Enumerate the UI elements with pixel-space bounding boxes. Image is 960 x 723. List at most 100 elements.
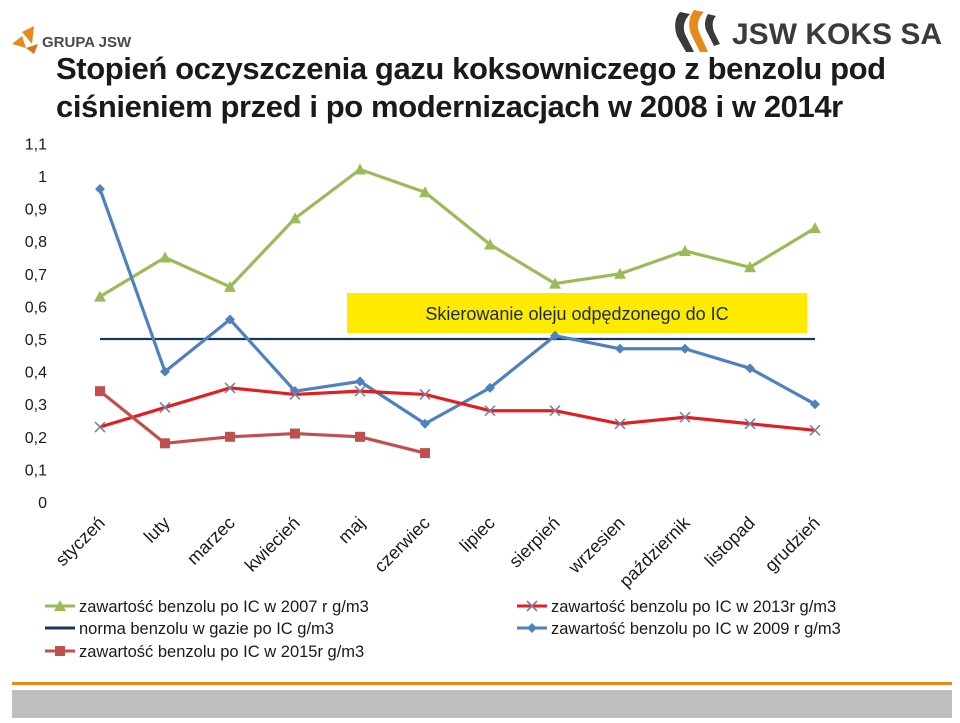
legend-marker-s2009 [527,623,537,633]
footer-accent-bar [12,682,952,685]
series-s2007 [94,163,821,302]
y-tick-label: 0,7 [25,267,47,284]
data-point-s2015 [290,428,300,439]
jsw-koks-logo-text: JSW KOKS SA [732,18,942,51]
annotation-box [347,293,807,333]
y-tick-label: 0,1 [25,462,47,479]
x-tick-label: kwiecień [241,513,304,576]
chart-title: Stopień oczyszczenia gazu koksowniczego … [56,51,886,124]
data-point-s2013 [809,424,821,436]
data-point-s2009 [225,314,235,325]
data-point-s2015 [355,431,365,442]
x-tick-label: listopad [701,513,759,571]
legend-label: zawartość benzolu po IC w 2007 r g/m3 [79,598,369,616]
legend-item-s2007: zawartość benzolu po IC w 2007 r g/m3 [45,598,369,616]
y-tick-label: 0,9 [25,202,47,219]
x-tick-label: marzec [183,513,239,569]
data-point-s2009 [160,366,170,377]
data-point-s2007 [614,267,626,279]
grupa-jsw-emblem-icon [12,26,38,54]
data-point-s2009 [745,363,755,374]
x-tick-label: czerwiec [370,513,434,577]
legend-label: zawartość benzolu po IC w 2009 r g/m3 [551,620,841,638]
x-tick-label: wrzesien [564,513,629,578]
data-point-s2009 [680,343,690,354]
legend-label: zawartość benzolu po IC w 2013r g/m3 [551,598,836,616]
data-point-s2007 [419,186,431,198]
x-tick-label: grudzień [761,513,824,576]
data-point-s2009 [420,418,430,429]
data-point-s2007 [679,244,691,256]
data-point-s2015 [225,431,235,442]
grupa-jsw-logo-text: GRUPA JSW [42,34,132,51]
legend-label: norma benzolu w gazie po IC g/m3 [79,620,334,638]
jsw-koks-emblem-icon [675,10,720,52]
data-point-s2009 [550,330,560,341]
y-tick-label: 0,8 [25,234,47,251]
legend-marker-s2015 [55,646,65,656]
x-tick-label: luty [140,513,174,547]
data-point-s2013 [679,411,691,423]
data-point-s2013 [289,388,301,400]
legend-marker-s2013 [526,600,538,612]
legend-label: zawartość benzolu po IC w 2015r g/m3 [79,643,364,661]
data-point-s2007 [224,280,236,292]
jsw-koks-logo: JSW KOKS SA [675,10,942,52]
legend-item-s2013: zawartość benzolu po IC w 2013r g/m3 [517,598,836,616]
data-point-s2013 [354,385,366,397]
data-point-s2009 [485,382,495,393]
y-tick-label: 1 [38,169,47,186]
y-tick-label: 0,4 [25,365,47,382]
data-point-s2013 [224,382,236,394]
series-s2015 [95,386,430,459]
series-layer [94,163,821,459]
annotation-text: Skierowanie oleju odpędzonego do IC [425,304,728,324]
data-point-s2007 [354,163,366,175]
y-tick-label: 0,5 [25,332,47,349]
data-point-s2007 [549,277,561,289]
annotation-callout: Skierowanie oleju odpędzonego do IC [347,293,807,333]
y-tick-label: 0,3 [25,397,47,414]
y-tick-label: 0,6 [25,299,47,316]
data-point-s2009 [810,399,820,410]
series-line-s2009 [98,188,816,426]
legend-item-s2009: zawartość benzolu po IC w 2009 r g/m3 [517,620,841,638]
y-tick-label: 0 [38,495,47,512]
data-point-s2013 [744,418,756,430]
data-point-s2013 [549,405,561,417]
series-line-s2013 [99,386,816,432]
x-tick-label: styczeń [52,513,109,570]
data-point-s2015 [160,438,170,449]
x-tick-label: październik [615,512,694,591]
y-tick-label: 1,1 [25,136,47,153]
series-s2013 [94,382,821,436]
series-line-s2015 [98,389,426,455]
y-tick-label: 0,2 [25,430,47,447]
data-point-s2015 [95,386,105,397]
data-point-s2007 [159,251,171,263]
data-point-s2009 [355,376,365,387]
x-tick-label: sierpień [505,513,564,572]
data-point-s2013 [484,405,496,417]
data-point-s2009 [615,343,625,354]
data-point-s2013 [419,388,431,400]
data-point-s2007 [809,222,821,234]
data-point-s2007 [289,212,301,224]
chart-area: 0 0,1 0,2 0,3 0,4 0,5 0,6 0,7 0,8 0,9 1 1,1 styczeń… [25,136,841,661]
series-line-s2007 [99,167,816,298]
legend-item-norma: norma benzolu w gazie po IC g/m3 [45,620,334,638]
data-point-s2013 [159,401,171,414]
data-point-s2009 [95,184,105,195]
data-point-s2007 [744,261,756,273]
legend-item-s2015: zawartość benzolu po IC w 2015r g/m3 [45,643,364,661]
data-point-s2007 [94,290,106,302]
x-tick-label: lipiec [456,513,499,556]
data-point-s2013 [94,421,106,433]
data-point-s2015 [420,448,430,459]
data-point-s2007 [484,238,496,250]
footer-bar [12,690,952,718]
y-axis: 0 0,1 0,2 0,3 0,4 0,5 0,6 0,7 0,8 0,9 1 1,1 [25,136,47,512]
grupa-jsw-logo: GRUPA JSW [12,26,132,54]
legend-marker-s2007 [54,600,66,611]
x-tick-label: maj [334,513,369,548]
